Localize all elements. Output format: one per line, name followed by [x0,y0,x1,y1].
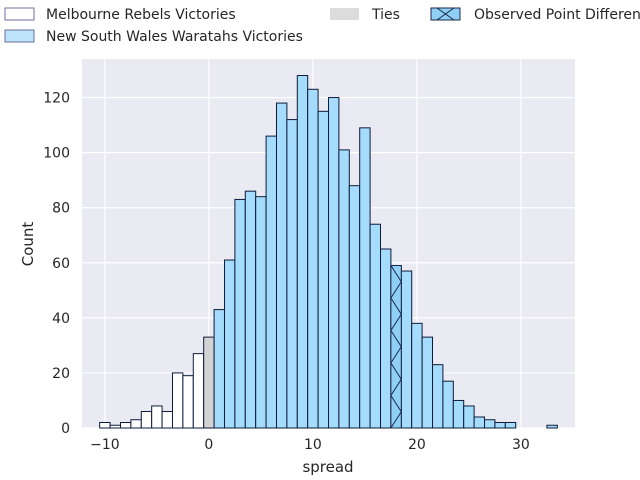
y-tick-label: 60 [52,256,70,272]
histogram-bar [411,322,423,429]
y-tick-label: 0 [61,421,70,437]
histogram-bar [151,405,163,429]
y-axis-label: Count [19,222,37,267]
y-tick-label: 20 [52,366,70,382]
histogram-bar [265,135,277,429]
histogram-bar [421,336,434,429]
histogram-bar [546,424,558,429]
histogram-bar [317,110,329,429]
x-tick-label: 10 [304,437,322,453]
x-tick-labels: −10 0 10 20 30 [90,437,530,453]
histogram-bar [328,97,340,429]
legend-swatch-ties [330,8,359,20]
legend-label-waratahs: New South Wales Waratahs Victories [46,29,303,45]
histogram-bar [286,119,298,429]
legend-swatch-waratahs [4,29,35,43]
legend-label-observed: Observed Point Difference [474,7,640,23]
histogram-bar [223,259,236,429]
histogram-bar [494,421,506,429]
histogram-bar [99,421,111,429]
histogram-bar [275,102,288,429]
legend-swatch-rebels [4,7,35,21]
histogram-bar [307,88,319,429]
x-tick-label: 30 [512,437,530,453]
histogram-bar [432,364,444,429]
x-tick-label: 20 [408,437,426,453]
x-tick-label: 0 [204,437,213,453]
y-tick-label: 120 [43,91,70,107]
observed-hatch [390,265,402,429]
histogram-bar [213,309,225,429]
histogram-bar [119,421,132,429]
legend-swatch-observed [430,7,461,21]
histogram-bar [359,127,371,429]
histogram-bar [442,380,454,429]
histogram-bar [161,410,173,429]
histogram-bar [296,75,309,429]
y-tick-labels: 0 20 40 60 80 100 120 [43,91,70,437]
histogram-bar [452,399,465,429]
y-tick-label: 80 [52,201,70,217]
legend-label-rebels: Melbourne Rebels Victories [46,7,236,23]
histogram-bar [234,198,246,429]
histogram-bar [338,149,350,429]
histogram-bar [130,419,142,429]
histogram-bar [244,190,257,429]
histogram-bar [504,421,517,429]
histogram-bar [171,372,184,429]
histogram-bar [348,185,361,429]
histogram-bar [463,405,475,429]
histogram-bar [380,248,392,429]
histogram-bar [140,410,153,429]
histogram-bar [484,419,496,429]
histogram-bar [192,353,205,429]
observed-point-difference-marker [390,265,402,429]
histogram-bar [203,336,215,429]
y-tick-label: 100 [43,146,70,162]
legend: Melbourne Rebels Victories New South Wal… [4,7,640,45]
histogram-bar [369,223,382,429]
x-axis-label: spread [302,458,353,476]
y-tick-label: 40 [52,311,70,327]
histogram-bar [109,424,121,429]
histogram-bar [400,270,413,429]
histogram-bar [255,196,267,429]
legend-label-ties: Ties [371,7,400,23]
bars [99,75,558,429]
histogram-bar [182,375,194,429]
x-tick-label: −10 [90,437,120,453]
histogram-bar [473,416,486,429]
